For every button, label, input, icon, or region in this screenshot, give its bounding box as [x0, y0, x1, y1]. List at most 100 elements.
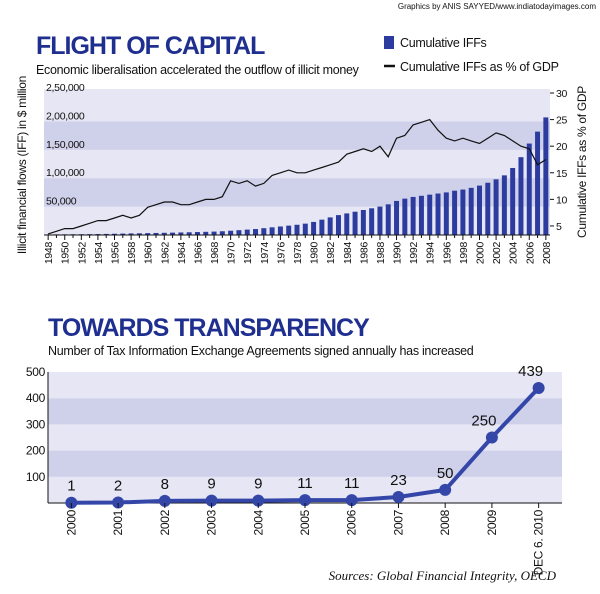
- bar: [178, 232, 184, 235]
- y-tick-label: 2,00,000: [46, 110, 85, 122]
- y2-tick-label: 20: [556, 141, 568, 153]
- x-tick-label: 2002: [158, 509, 172, 535]
- grid-band: [44, 149, 550, 179]
- x-tick-label: 2000: [64, 509, 78, 535]
- x-tick-label: 2006: [345, 509, 359, 535]
- bar: [128, 233, 134, 235]
- grid-band: [44, 93, 550, 122]
- x-tick-label: 1974: [259, 242, 271, 265]
- bar: [377, 206, 383, 235]
- x-tick-label: 1950: [60, 242, 72, 265]
- legend-label: Cumulative IFFs: [400, 36, 487, 50]
- x-tick-label: 1982: [325, 242, 337, 265]
- grid-band: [44, 121, 550, 150]
- data-label: 250: [471, 413, 496, 430]
- x-tick-label: 1960: [143, 242, 155, 265]
- marker: [439, 483, 452, 496]
- x-tick-label: 1976: [275, 242, 287, 265]
- x-tick-label: 2006: [524, 242, 536, 265]
- x-tick-label: 1990: [392, 242, 404, 265]
- x-tick-label: 1954: [93, 242, 105, 265]
- bar: [468, 187, 474, 235]
- x-tick-label: 2002: [491, 242, 503, 265]
- x-tick-label: 1972: [242, 242, 254, 265]
- marker: [532, 381, 545, 394]
- bar: [161, 232, 167, 235]
- y-tick-label: 300: [26, 417, 46, 431]
- bar: [145, 233, 151, 235]
- x-tick-label: 1992: [408, 242, 420, 265]
- bar: [543, 117, 549, 235]
- bar: [443, 192, 449, 235]
- grid-band: [48, 450, 562, 477]
- bar: [203, 231, 209, 235]
- y-tick-label: 50,000: [46, 196, 77, 208]
- marker: [485, 431, 498, 444]
- x-tick-label: 2000: [474, 242, 486, 265]
- data-label: 2: [114, 477, 122, 494]
- bar: [344, 213, 350, 235]
- x-tick-label: 1948: [43, 242, 55, 265]
- x-tick-label: 2004: [251, 509, 265, 535]
- y2-tick-label: 25: [556, 115, 568, 127]
- legend-swatch: [384, 36, 394, 49]
- bar: [170, 232, 176, 235]
- bar: [311, 221, 317, 235]
- data-label: 1: [67, 478, 75, 495]
- x-tick-label: 1984: [342, 242, 354, 265]
- bar: [277, 226, 283, 235]
- line: [47, 118, 547, 235]
- y2-tick-label: 15: [556, 168, 568, 180]
- bar: [194, 232, 200, 235]
- bar: [335, 215, 341, 235]
- y-tick-label: 500: [26, 365, 46, 379]
- bar: [526, 143, 532, 235]
- y-tick-label: 1,00,000: [46, 167, 85, 179]
- y-tick-label: 1,50,000: [46, 139, 85, 151]
- grid-band: [48, 372, 562, 399]
- x-tick-label: 2008: [541, 242, 553, 265]
- bar: [460, 189, 466, 235]
- source: Sources: Global Financial Integrity, OEC…: [329, 568, 557, 583]
- bar: [435, 193, 441, 235]
- x-tick-label: 1964: [176, 242, 188, 265]
- bar: [327, 217, 333, 235]
- marker: [345, 494, 358, 507]
- data-label: 50: [437, 465, 454, 482]
- y-tick-label: 400: [26, 391, 46, 405]
- credit: Graphics by ANIS SAYYED/www.indiatodayim…: [398, 2, 596, 11]
- x-tick-label: 1980: [309, 242, 321, 265]
- bar: [394, 200, 400, 235]
- data-label: 9: [254, 476, 262, 493]
- bar: [427, 194, 433, 235]
- bar: [186, 232, 192, 235]
- bar: [261, 228, 267, 235]
- x-tick-label: DEC 6. 2010: [532, 509, 546, 575]
- marker: [65, 496, 78, 509]
- x-tick-label: 2005: [298, 509, 312, 535]
- x-tick-label: 2004: [508, 242, 520, 265]
- chart-title: FLIGHT OF CAPITAL: [36, 32, 265, 60]
- marker: [205, 494, 218, 507]
- bar: [294, 224, 300, 235]
- x-tick-label: 1970: [226, 242, 238, 265]
- bar: [103, 233, 109, 235]
- grid-band: [44, 178, 550, 207]
- marker: [112, 496, 125, 509]
- x-tick-label: 2009: [485, 509, 499, 535]
- bar: [153, 232, 159, 235]
- bar: [253, 229, 259, 235]
- grid-band: [48, 398, 562, 425]
- marker: [299, 494, 311, 507]
- y2-axis-label: Cumulative IFFs as % of GDP: [575, 86, 589, 238]
- marker: [252, 494, 265, 507]
- bar: [535, 131, 541, 235]
- bar: [385, 204, 391, 235]
- y-tick-label: 200: [26, 444, 46, 458]
- bar: [452, 190, 458, 235]
- data-label: 11: [297, 475, 313, 492]
- chart-subtitle: Number of Tax Information Exchange Agree…: [48, 344, 474, 358]
- y-tick-label: 2,50,000: [46, 82, 85, 94]
- bar: [120, 233, 126, 235]
- x-tick-label: 1998: [458, 242, 470, 265]
